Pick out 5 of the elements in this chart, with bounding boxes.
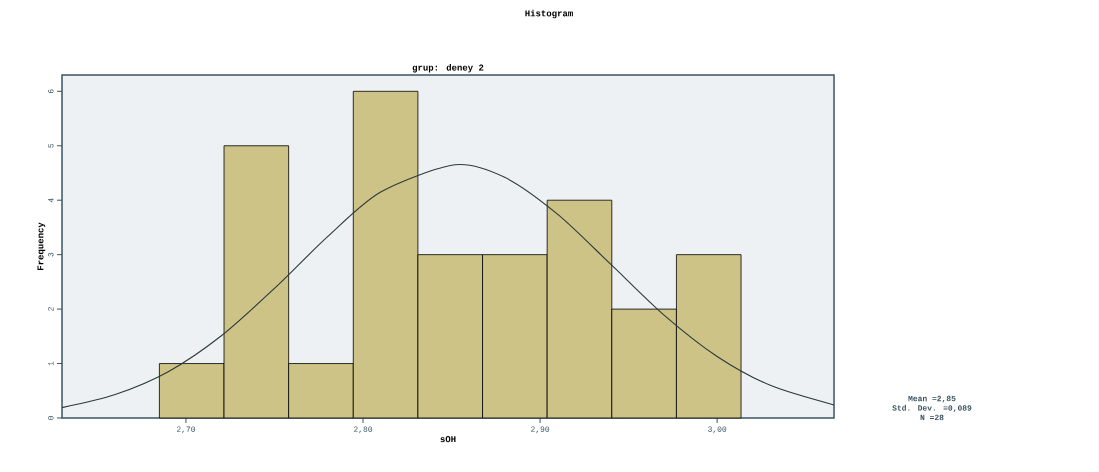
line-series (61, 164, 835, 409)
chart-subtitle: grup: deney 2 (412, 64, 484, 73)
chart-title: Histogram (525, 9, 573, 19)
y-axis-title: Frequency (37, 222, 46, 270)
x-axis-title: sOH (440, 436, 456, 443)
